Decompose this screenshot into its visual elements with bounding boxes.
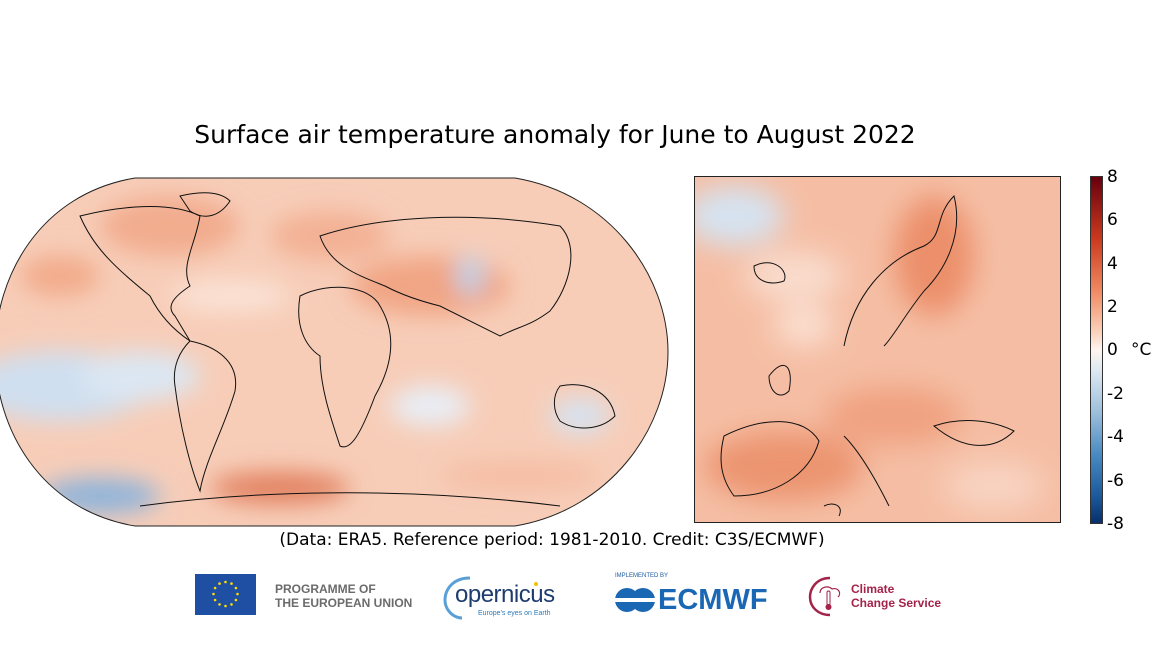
world-anomaly-map bbox=[0, 177, 669, 527]
colorbar-tick: -2 bbox=[1107, 384, 1124, 404]
logo-row: PROGRAMME OF THE EUROPEAN UNION opernicu… bbox=[0, 572, 1160, 622]
colorbar-unit: °C bbox=[1131, 340, 1152, 360]
colorbar-tick: -8 bbox=[1107, 514, 1124, 534]
c3s-wordmark: Climate Change Service bbox=[851, 582, 941, 610]
eu-flag-logo bbox=[195, 574, 256, 615]
copernicus-logo-arc bbox=[443, 576, 538, 620]
colorbar-tick: -4 bbox=[1107, 427, 1124, 447]
colorbar-tick: 8 bbox=[1107, 167, 1118, 187]
map-title: Surface air temperature anomaly for June… bbox=[194, 120, 916, 149]
eu-text-line2: THE EUROPEAN UNION bbox=[275, 596, 413, 610]
colorbar-tick: 0 bbox=[1107, 340, 1118, 360]
c3s-line2: Change Service bbox=[851, 596, 942, 610]
colorbar-tick: 2 bbox=[1107, 297, 1118, 317]
copernicus-tagline: Europe's eyes on Earth bbox=[478, 610, 551, 617]
thermometer-cloud-icon bbox=[808, 576, 841, 617]
colorbar-tick: 4 bbox=[1107, 254, 1118, 274]
copernicus-wordmark: opernicus bbox=[455, 581, 555, 608]
implemented-by-label: IMPLEMENTED BY bbox=[615, 573, 669, 579]
c3s-line1: Climate bbox=[851, 582, 895, 596]
ecmwf-logo-icon bbox=[614, 588, 656, 612]
colorbar bbox=[1090, 176, 1103, 524]
eu-text-line1: PROGRAMME OF bbox=[275, 582, 376, 596]
data-credit-caption: (Data: ERA5. Reference period: 1981-2010… bbox=[279, 530, 825, 550]
eu-programme-text: PROGRAMME OF THE EUROPEAN UNION bbox=[275, 582, 412, 610]
colorbar-tick: -6 bbox=[1107, 471, 1124, 491]
colorbar-tick: 6 bbox=[1107, 210, 1118, 230]
ecmwf-wordmark: ECMWF bbox=[658, 584, 768, 616]
europe-anomaly-map bbox=[694, 176, 1061, 523]
